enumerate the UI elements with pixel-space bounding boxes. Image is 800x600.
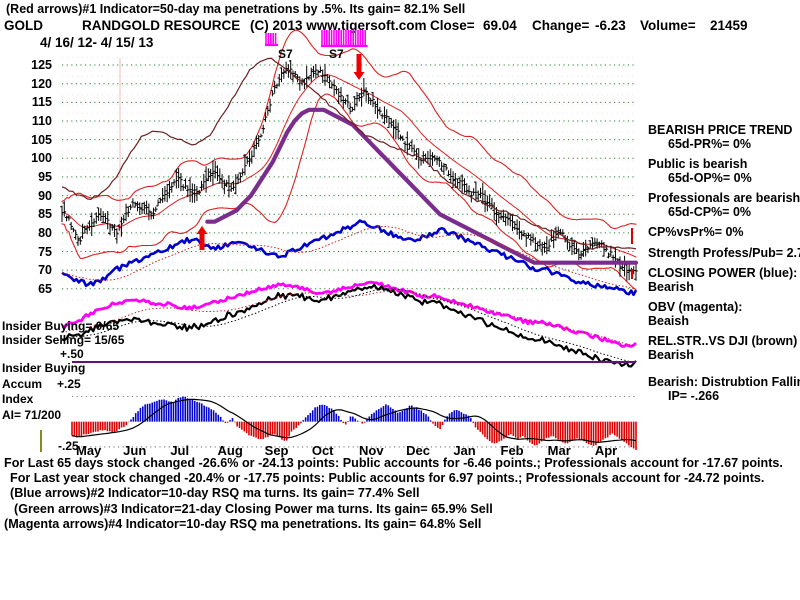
obv-ma-red xyxy=(61,290,637,347)
side-panel-line: CP%vsPr%= 0% xyxy=(648,225,744,239)
summary-text-block: For Last 65 days stock changed -26.6% or… xyxy=(4,456,800,532)
month-label-apr: Apr xyxy=(594,443,618,458)
month-label-feb: Feb xyxy=(500,443,524,458)
closing-power-line xyxy=(61,219,638,297)
copyright-notice: (C) 2013 www.tigersoft.com xyxy=(250,18,427,33)
accum-histogram xyxy=(71,396,637,450)
price-axis-tick: 115 xyxy=(31,95,52,110)
side-panel-line: Bearish: Distrubtion Falling xyxy=(648,375,800,389)
month-label-jun: Jun xyxy=(123,443,147,458)
price-axis-tick: 95 xyxy=(38,169,52,184)
moving-average-50d-thick xyxy=(205,107,639,265)
price-axis-tick: 105 xyxy=(31,132,52,147)
month-label-aug: Aug xyxy=(217,443,243,458)
side-panel-line: Public is bearish xyxy=(648,157,748,171)
closing-power-ma xyxy=(61,226,637,290)
summary-line: For Last 65 days stock changed -26.6% or… xyxy=(4,456,783,470)
accum-plus-50: +.50 xyxy=(60,347,84,361)
volume-value: 21459 xyxy=(710,18,748,33)
price-axis-tick: 85 xyxy=(38,207,52,222)
change-label: Change= xyxy=(532,18,590,33)
side-panel-line: OBV (magenta): xyxy=(648,300,743,314)
relative-strength-line xyxy=(61,57,637,250)
summary-line: For Last year stock changed -20.4% or -1… xyxy=(10,471,765,486)
company-name: RANDGOLD RESOURCE xyxy=(82,18,241,33)
side-panel-line: Beaish xyxy=(648,313,689,328)
s7-label-left: S7 xyxy=(278,47,293,61)
s7-label-right: S7 xyxy=(329,47,344,61)
month-label-jan: Jan xyxy=(453,443,476,458)
side-panel-line: 65d-CP%= 0% xyxy=(668,204,752,219)
side-panel-line: IP= -.266 xyxy=(668,388,720,403)
magenta-signal-cluster xyxy=(265,33,278,47)
magenta-signal-cluster xyxy=(321,30,368,48)
price-axis-tick: 75 xyxy=(38,244,52,259)
price-axis-tick: 65 xyxy=(38,281,52,296)
price-axis-tick: 70 xyxy=(38,263,52,278)
month-label-dec: Dec xyxy=(406,443,431,458)
indicator-1-caption: (Red arrows)#1 Indicator=50-day ma penet… xyxy=(6,2,466,16)
accum-plus-25: +.25 xyxy=(57,377,81,391)
month-label-oct: Oct xyxy=(311,443,334,458)
price-axis-tick: 80 xyxy=(38,225,52,240)
change-value: -6.23 xyxy=(595,18,626,33)
buy-signal-arrow-up xyxy=(196,226,208,250)
accum-title-line3: Index xyxy=(2,392,34,406)
side-panel-line: 65d-PR%= 0% xyxy=(668,136,752,151)
volume-label: Volume= xyxy=(640,18,696,33)
price-axis-tick: 120 xyxy=(31,76,52,91)
obv-secondary-line xyxy=(61,283,637,368)
analysis-side-panel: BEARISH PRICE TREND 65d-PR%= 0% Public is … xyxy=(648,123,800,403)
insider-buying-count: Insider Buying= 0/65 xyxy=(2,319,120,333)
close-value: 69.04 xyxy=(483,18,517,33)
side-panel-line: 65d-OP%= 0% xyxy=(668,170,752,185)
side-panel-line: Bearish xyxy=(648,347,694,362)
ticker-symbol: GOLD xyxy=(4,18,43,33)
obv-ma-dotted xyxy=(61,288,637,363)
price-axis-tick: 100 xyxy=(31,151,52,166)
sell-signal-arrow-down xyxy=(353,54,365,80)
side-panel-line: CLOSING POWER (blue): xyxy=(648,266,798,280)
accum-title-line2: Accum xyxy=(2,377,43,391)
side-panel-line: BEARISH PRICE TREND xyxy=(648,123,793,137)
month-label-sep: Sep xyxy=(264,443,289,458)
month-label-nov: Nov xyxy=(359,443,384,458)
price-bars xyxy=(60,59,638,281)
month-label-mar: Mar xyxy=(547,443,571,458)
side-panel-line: REL.STR..VS DJI (brown) xyxy=(648,334,798,348)
accum-title-line1: Insider Buying xyxy=(2,361,86,375)
side-panel-line: Strength Profess/Pub= 2.7 xyxy=(648,245,800,260)
summary-line: (Blue arrows)#2 Indicator=10-day RSQ ma … xyxy=(10,486,420,501)
side-panel-gap xyxy=(648,362,800,369)
accum-smoothed-line xyxy=(71,398,637,443)
summary-line: (Green arrows)#3 Indicator=21-day Closin… xyxy=(14,501,493,516)
accum-minus-25: -.25 xyxy=(58,439,79,453)
price-axis-tick: 90 xyxy=(38,188,52,203)
close-label: Close= xyxy=(430,18,475,33)
insider-selling-count: Insider Selling= 15/65 xyxy=(2,333,125,347)
accum-index-value: AI= 71/200 xyxy=(2,408,62,422)
obv-line xyxy=(61,280,637,348)
bollinger-upper-band xyxy=(61,29,637,229)
side-panel-line: Bearish xyxy=(648,279,694,294)
date-range: 4/ 16/ 12- 4/ 15/ 13 xyxy=(40,35,154,50)
price-axis-tick: 110 xyxy=(31,113,52,128)
summary-line: (Magenta arrows)#4 Indicator=10-day RSQ … xyxy=(4,516,482,531)
month-label-may: May xyxy=(76,443,102,458)
month-label-jul: Jul xyxy=(170,443,190,458)
price-axis-tick: 125 xyxy=(31,58,52,73)
side-panel-line: Professionals are bearish xyxy=(648,191,800,205)
moving-average-red xyxy=(61,74,637,258)
